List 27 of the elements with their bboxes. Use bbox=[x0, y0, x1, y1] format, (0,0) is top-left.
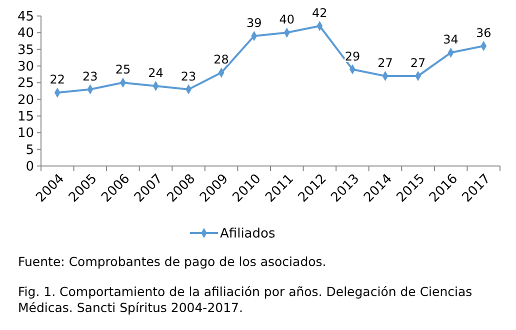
data-label: 36 bbox=[476, 26, 492, 40]
data-label: 25 bbox=[115, 62, 131, 77]
y-tick-label: 35 bbox=[17, 42, 34, 58]
data-label: 39 bbox=[246, 16, 262, 30]
data-label: 27 bbox=[410, 56, 426, 70]
source-note: Fuente: Comprobantes de pago de los asociados. bbox=[18, 254, 326, 269]
y-tick-label: 10 bbox=[17, 126, 34, 142]
y-tick-label: 20 bbox=[17, 92, 34, 108]
data-label: 24 bbox=[148, 66, 164, 80]
y-tick-label: 15 bbox=[17, 110, 34, 125]
legend-label: Afiliados bbox=[220, 226, 276, 242]
data-label: 42 bbox=[312, 6, 328, 20]
data-label: 22 bbox=[50, 72, 66, 87]
data-label: 27 bbox=[378, 56, 393, 70]
data-label: 23 bbox=[180, 69, 196, 84]
data-label: 40 bbox=[279, 12, 295, 27]
y-tick-label: 0 bbox=[26, 160, 34, 175]
y-tick-label: 40 bbox=[17, 26, 34, 42]
y-tick-label: 45 bbox=[17, 10, 34, 25]
data-label: 28 bbox=[214, 52, 229, 67]
y-tick-label: 25 bbox=[17, 76, 34, 92]
data-label: 29 bbox=[344, 49, 360, 64]
data-label: 34 bbox=[443, 32, 458, 47]
caption: Fig. 1. Comportamiento de la afiliación por años. Delegación de Ciencias Médicas. Sancti Spíritus 2004-2017. bbox=[18, 284, 472, 315]
y-tick-label: 5 bbox=[26, 142, 34, 158]
y-tick-label: 30 bbox=[17, 60, 34, 75]
data-label: 23 bbox=[82, 69, 98, 84]
